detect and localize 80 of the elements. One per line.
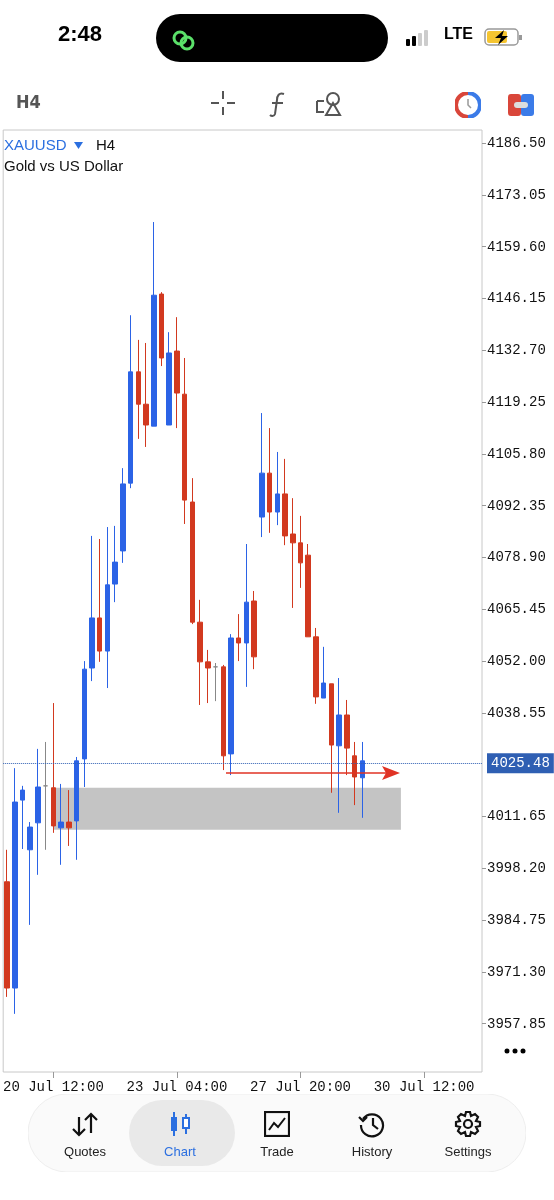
text: H4 — [16, 91, 41, 112]
text: Settings — [443, 1144, 493, 1159]
candlestick — [329, 683, 334, 794]
candlestick — [236, 613, 241, 662]
candlestick — [136, 339, 141, 440]
y-tick-label: 3984.75 — [487, 912, 546, 929]
candlestick — [313, 627, 319, 705]
y-tick-label: 3998.20 — [487, 860, 546, 877]
x-tick-label: 20 Jul 12:00 — [2, 1079, 104, 1095]
candlestick — [159, 291, 164, 367]
y-tick-label: 4038.55 — [487, 704, 546, 721]
chart-title: XAUUSD — [4, 136, 67, 153]
candlestick — [352, 741, 357, 806]
candlestick — [321, 646, 326, 699]
y-tick-label: 3971.30 — [487, 963, 546, 980]
candlestick — [166, 331, 172, 426]
y-tick-label: 4105.80 — [487, 445, 546, 462]
text: 2:48 — [58, 21, 103, 47]
x-tick-label: 23 Jul 04:00 — [126, 1079, 228, 1095]
candlestick — [182, 357, 187, 525]
candlestick — [27, 821, 33, 926]
x-tick-label: 30 Jul 12:00 — [373, 1079, 475, 1095]
candlestick — [267, 427, 272, 534]
candlestick — [12, 767, 18, 1015]
text: History — [350, 1144, 394, 1159]
y-tick-label: 4132.70 — [487, 342, 546, 359]
y-tick-label: 4011.65 — [487, 808, 546, 825]
candlestick — [66, 789, 72, 847]
candlestick — [221, 664, 226, 771]
candlestick — [51, 702, 56, 834]
candlestick — [360, 741, 365, 819]
y-tick-label: 4078.90 — [487, 549, 546, 566]
candlestick — [35, 748, 41, 876]
candlestick — [112, 525, 118, 603]
y-tick-label: 4186.50 — [487, 135, 546, 152]
candlestick — [205, 649, 211, 704]
candlestick — [120, 467, 126, 564]
candlestick — [43, 741, 48, 851]
candlestick — [298, 515, 303, 589]
candlestick — [128, 314, 133, 489]
candlestick — [213, 662, 218, 702]
y-tick-label: 4173.05 — [487, 186, 546, 203]
candlestick — [344, 699, 350, 776]
candlestick — [259, 412, 265, 538]
candlestick — [97, 538, 102, 663]
candlestick — [336, 677, 342, 814]
candlestick — [282, 458, 288, 546]
candlestick — [105, 526, 110, 689]
x-tick-label: 27 Jul 20:00 — [250, 1079, 351, 1095]
text: Chart — [163, 1144, 197, 1159]
candlestick — [151, 221, 157, 427]
text: Trade — [259, 1144, 295, 1159]
candlestick — [4, 849, 10, 998]
candlestick — [251, 590, 257, 670]
candlestick — [275, 451, 280, 526]
y-tick-label: 4052.00 — [487, 653, 546, 670]
y-tick-label: 4146.15 — [487, 290, 546, 307]
candlestick — [305, 543, 311, 638]
candlestick — [228, 633, 234, 776]
annotation: H4 — [96, 136, 116, 153]
text: Quotes — [63, 1144, 107, 1159]
text: Gold vs US Dollar — [4, 157, 124, 174]
candlestick — [190, 477, 195, 625]
y-tick-label: 4159.60 — [487, 238, 546, 255]
candlestick — [197, 599, 203, 706]
y-tick-label: 3957.85 — [487, 1015, 546, 1032]
text: LTE — [444, 25, 474, 43]
y-tick-label: 4092.35 — [487, 497, 546, 514]
candlestick — [89, 535, 95, 682]
ref-line-label: 4025.48 — [491, 755, 550, 772]
candlestick — [74, 756, 79, 861]
candlestick — [82, 660, 87, 788]
y-tick-label: 4119.25 — [487, 394, 546, 411]
candlestick — [174, 316, 180, 429]
candlestick — [244, 543, 249, 688]
candlestick — [143, 342, 149, 448]
candlestick — [290, 497, 296, 609]
candlestick — [20, 785, 25, 850]
y-tick-label: 4065.45 — [487, 601, 546, 618]
candlestick — [58, 783, 64, 866]
